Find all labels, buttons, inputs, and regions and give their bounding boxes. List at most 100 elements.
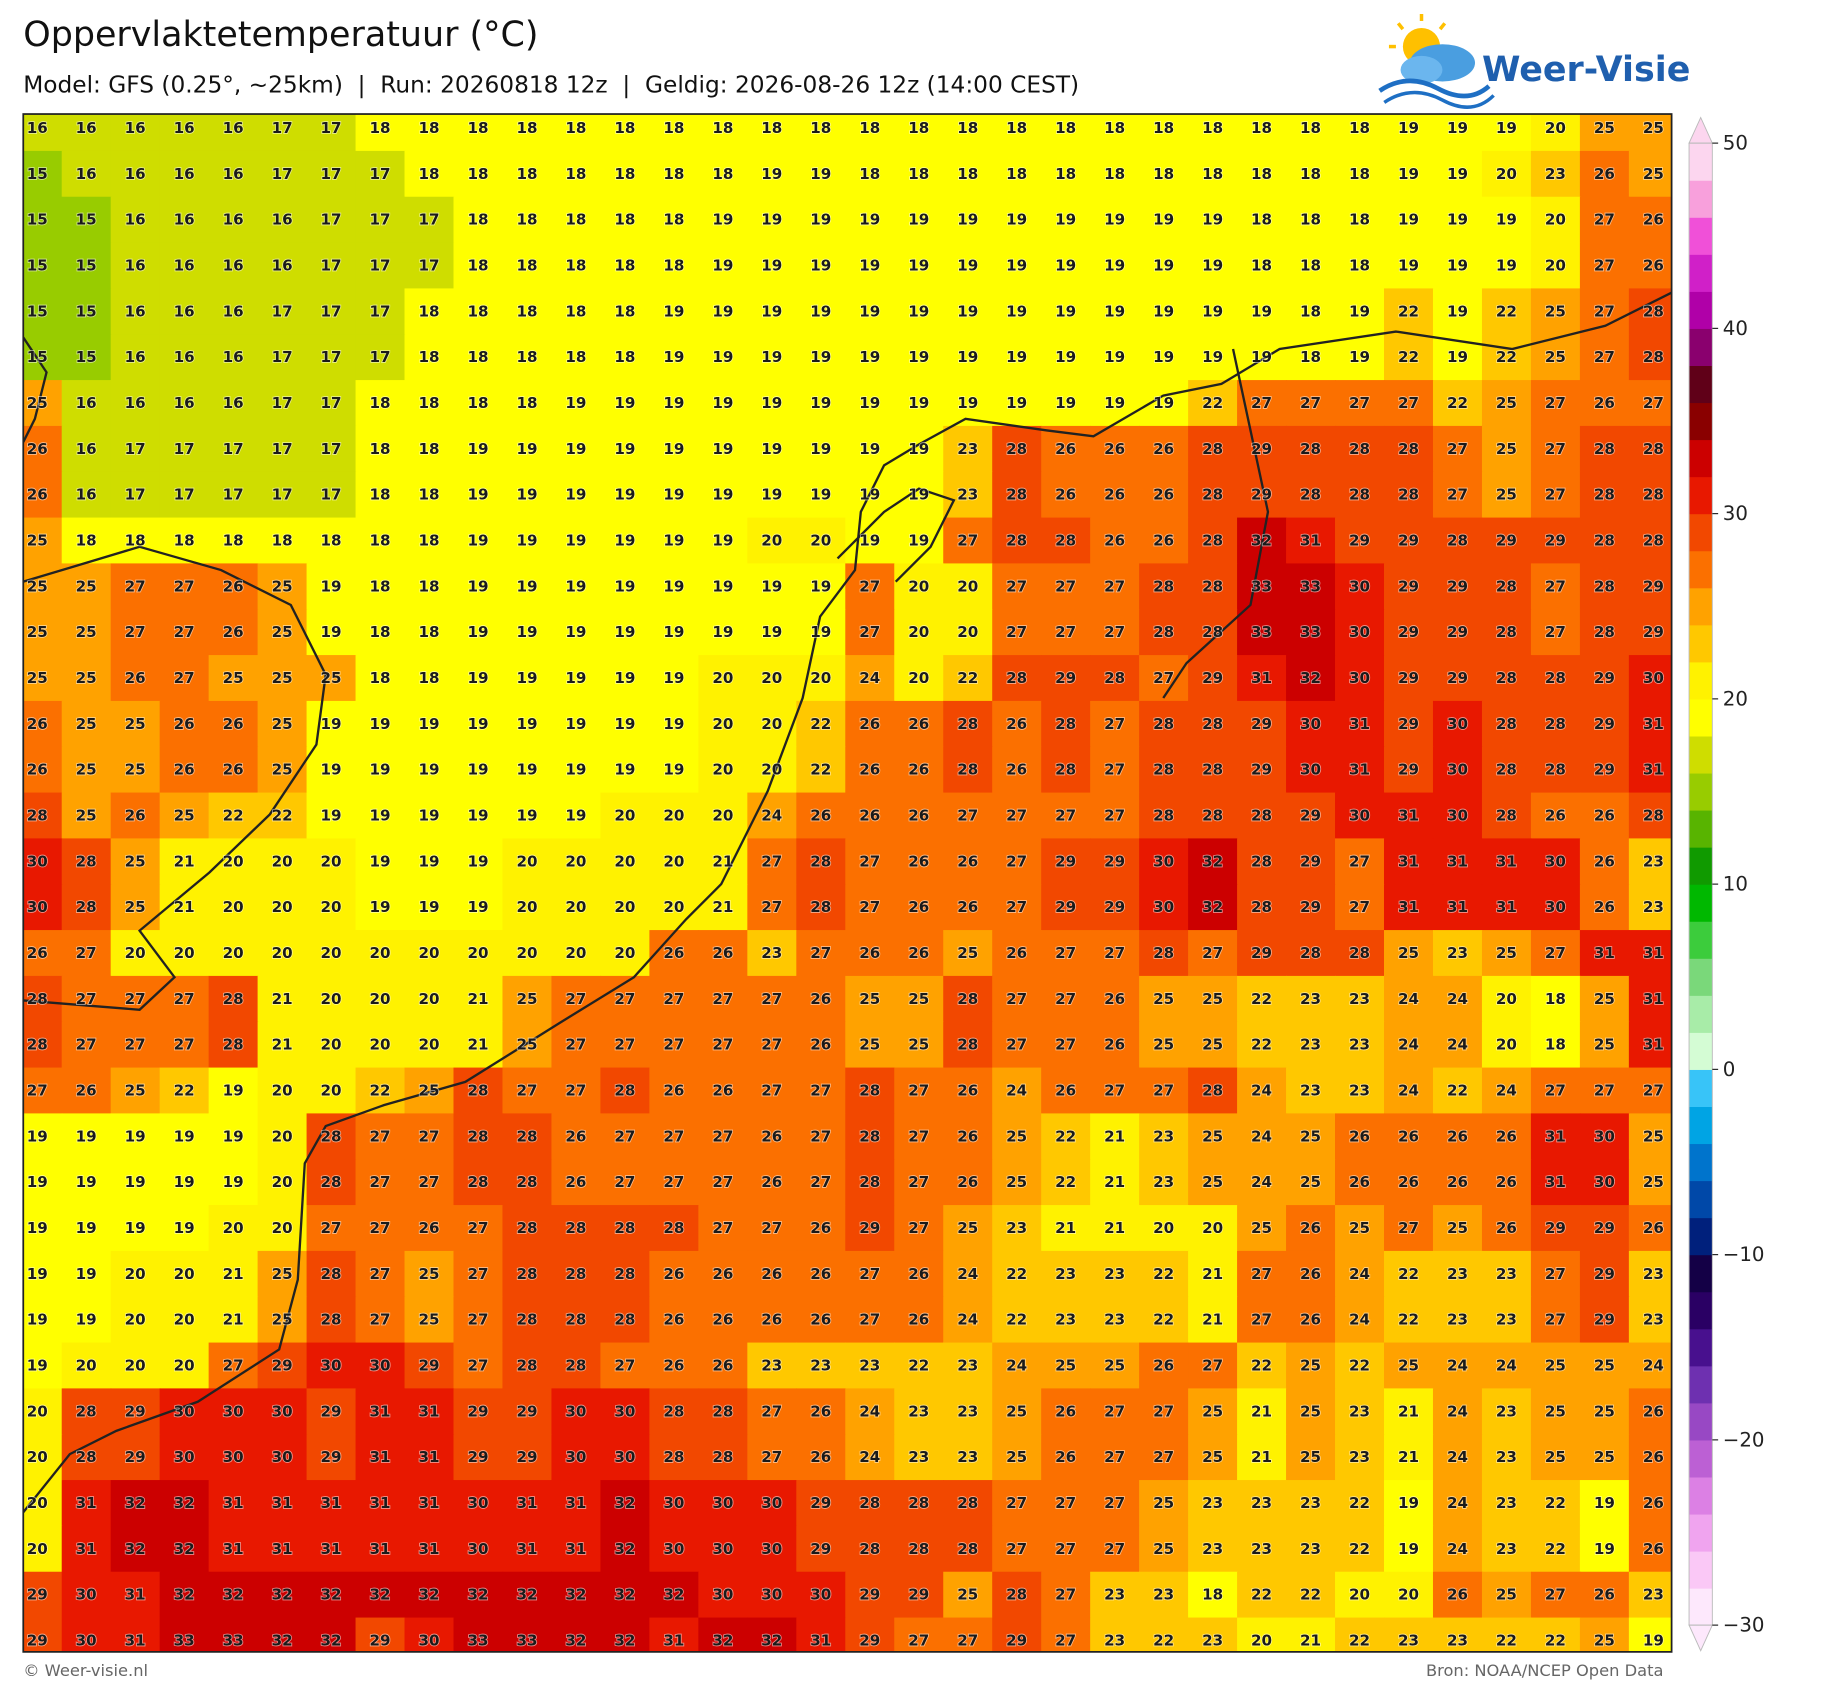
temp-cell [796,1388,846,1435]
temp-cell [1188,838,1238,885]
temp-cell [110,1159,161,1206]
temp-value: 23 [1300,1036,1321,1054]
temp-cell [796,425,846,473]
temp-cell [698,1571,749,1619]
temp-value: 19 [761,486,782,504]
colorbar-band [1689,217,1713,255]
temp-value: 31 [1398,806,1419,824]
temp-cell [208,114,259,152]
temp-value: 26 [957,1127,978,1145]
temp-value: 18 [418,669,439,687]
temp-cell [1188,1205,1238,1252]
temp-cell [208,975,259,1023]
temp-value: 24 [957,1311,978,1329]
temp-cell [1139,334,1189,381]
temp-cell [747,1113,798,1160]
temp-cell [61,150,112,198]
temp-value: 19 [27,1219,48,1237]
temp-cell [1237,1388,1287,1435]
temp-value: 19 [614,715,635,733]
temp-cell [747,1159,798,1206]
temp-value: 26 [1153,1356,1174,1374]
temp-cell [61,425,112,473]
temp-value: 19 [1447,211,1468,229]
temp-value: 19 [516,669,537,687]
temp-value: 24 [859,669,880,687]
temp-value: 19 [614,669,635,687]
temp-value: 15 [27,302,48,320]
temp-value: 30 [712,1494,733,1512]
temp-value: 25 [1594,1631,1615,1649]
temp-cell [1041,114,1091,152]
temp-cell [355,1388,406,1435]
temp-cell [404,1342,455,1390]
temp-value: 29 [1496,531,1517,549]
temp-cell [257,975,308,1023]
temp-value: 27 [1251,1311,1272,1329]
temp-value: 19 [1104,348,1125,366]
temp-value: 28 [1496,715,1517,733]
temp-cell [1139,1021,1189,1069]
temp-value: 32 [1202,852,1223,870]
temp-value: 24 [1398,1036,1419,1054]
temp-cell [698,196,749,244]
temp-cell [1139,700,1189,748]
temp-value: 19 [908,486,929,504]
temp-value: 28 [321,1173,342,1191]
temp-value: 28 [614,1265,635,1283]
temp-value: 15 [27,256,48,274]
temp-value: 19 [810,211,831,229]
temp-value: 30 [467,1494,488,1512]
temp-cell [1579,1067,1630,1115]
temp-cell [1579,1434,1630,1481]
temp-cell [551,975,602,1023]
temp-cell [453,517,504,565]
temp-cell [1335,1480,1385,1527]
temp-cell [1432,1342,1483,1390]
temp-value: 23 [1398,1631,1419,1649]
temp-value: 24 [1349,1265,1370,1283]
temp-value: 19 [712,211,733,229]
temp-value: 27 [174,1036,195,1054]
colorbar-tick-label: 50 [1723,132,1748,155]
temp-value: 26 [810,806,831,824]
temp-value: 28 [1153,944,1174,962]
temp-value: 27 [1202,1356,1223,1374]
temp-value: 29 [418,1356,439,1374]
temp-value: 28 [1594,440,1615,458]
temp-cell [1090,1525,1140,1573]
temp-cell [23,1067,63,1115]
temp-cell [796,288,846,335]
temp-value: 22 [908,1356,929,1374]
temp-cell [61,975,112,1023]
temp-cell [306,1159,357,1206]
temp-cell [404,838,455,885]
temp-value: 25 [272,1311,293,1329]
temp-cell [649,288,700,335]
temp-cell [453,1480,504,1527]
temp-cell [894,930,944,977]
temp-value: 27 [1104,806,1125,824]
temp-cell [1188,517,1238,565]
temp-cell [502,655,553,702]
temp-cell [600,1617,651,1652]
temp-cell [1530,1113,1581,1160]
temp-cell [1188,1571,1238,1619]
temp-cell [747,609,798,656]
temp-value: 23 [1447,1631,1468,1649]
temp-cell [1579,1296,1630,1344]
temp-value: 27 [810,944,831,962]
temp-value: 30 [467,1540,488,1558]
temp-value: 18 [663,256,684,274]
temp-cell [649,1571,700,1619]
temp-cell [1530,114,1581,152]
temp-cell [502,792,553,840]
temp-value: 19 [908,348,929,366]
temp-cell [1139,288,1189,335]
temp-cell [1188,288,1238,335]
temp-cell [1090,380,1140,427]
temp-value: 19 [1202,348,1223,366]
temp-value: 25 [76,715,97,733]
temp-cell [306,1067,357,1115]
colorbar-band [1689,661,1713,700]
